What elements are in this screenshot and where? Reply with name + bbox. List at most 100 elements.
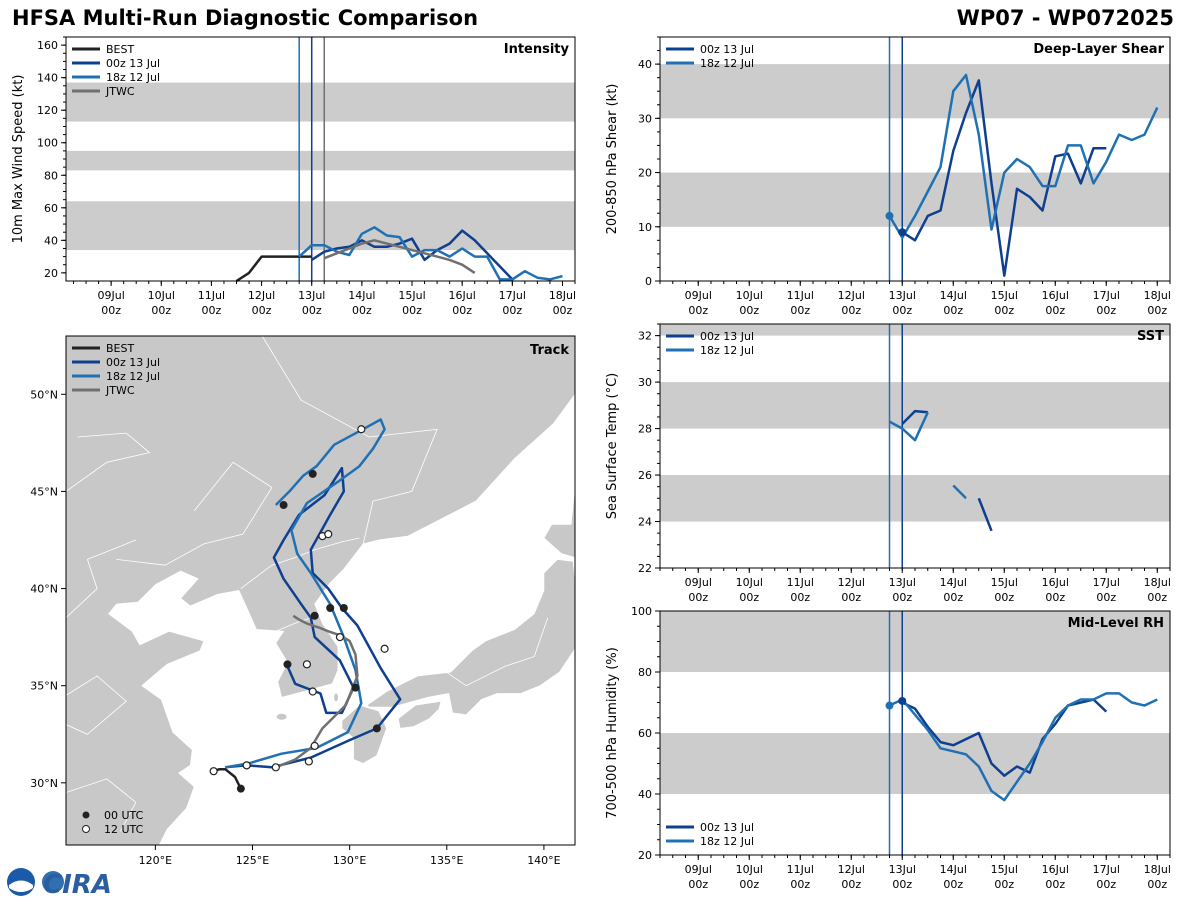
x-tick-label: 00z (943, 878, 963, 891)
series-line-00z-13-Jul (977, 497, 993, 532)
x-tick-label: 00z (790, 304, 810, 317)
x-tick-label: 00z (739, 304, 759, 317)
lon-tick-label: 140°E (527, 854, 560, 867)
x-tick-label: 00z (841, 878, 861, 891)
panel-title: SST (1137, 329, 1164, 344)
y-tick-label: 80 (44, 169, 58, 182)
y-tick-label: 100 (631, 605, 652, 618)
x-tick-label: 00z (739, 591, 759, 604)
x-tick-label: 15Jul (398, 289, 425, 302)
globe-icon (42, 871, 64, 893)
point-12utc (209, 767, 218, 776)
series-line-JTWC (323, 239, 476, 274)
y-tick-label: 26 (638, 469, 652, 482)
x-tick-label: 12Jul (838, 289, 865, 302)
x-tick-label: 11Jul (787, 576, 814, 589)
x-tick-label: 00z (943, 304, 963, 317)
point-00utc (279, 501, 288, 510)
y-tick-label: 0 (645, 275, 652, 288)
admin-border (66, 778, 137, 832)
y-axis-label: 10m Max Wind Speed (kt) (11, 75, 26, 244)
x-tick-label: 00z (994, 878, 1014, 891)
legend-label: 18z 12 Jul (700, 835, 754, 848)
admin-border (116, 461, 273, 566)
point-12utc (335, 633, 345, 642)
x-tick-label: 00z (1045, 878, 1065, 891)
x-tick-label: 00z (739, 878, 759, 891)
point-00utc (326, 603, 335, 612)
land-tsushima (334, 693, 339, 702)
y-tick-label: 80 (638, 666, 652, 679)
land-honshu (366, 558, 575, 716)
lon-tick-label: 130°E (333, 854, 366, 867)
point-12utc (310, 741, 319, 751)
x-tick-label: 09Jul (97, 289, 124, 302)
x-tick-label: 10Jul (736, 863, 763, 876)
x-tick-label: 09Jul (685, 289, 712, 302)
legend-label: 00z 13 Jul (700, 821, 754, 834)
cira-logo-text: CIRA (43, 870, 112, 898)
lon-tick-label: 125°E (236, 854, 269, 867)
lat-tick-label: 30°N (30, 777, 58, 790)
point-12utc (302, 660, 312, 669)
admin-border (66, 432, 151, 492)
marker-legend-label: 00 UTC (104, 809, 144, 822)
x-tick-label: 00z (688, 878, 708, 891)
y-tick-label: 160 (37, 39, 58, 52)
legend-label: 18z 12 Jul (700, 344, 754, 357)
point-12utc (357, 425, 366, 434)
series-line-00z-13-Jul (901, 409, 928, 425)
track-line-18z-12-Jul (225, 418, 386, 769)
panel-track: 120°E 125°E 130°E 135°E 140°E 30°N 35°N 40°N 45°… (30, 335, 576, 867)
x-tick-label: 18Jul (1144, 576, 1171, 589)
threshold-band (660, 64, 1170, 119)
x-tick-label: 00z (790, 878, 810, 891)
point-12utc (380, 644, 389, 653)
land-hokkaido (543, 485, 575, 558)
x-tick-label: 12Jul (838, 863, 865, 876)
panel-rh: 09Jul 00z 10Jul 00z 11Jul 00z 12Jul 00z 13Jul 00z… (605, 605, 1171, 891)
legend-label: 18z 12 Jul (106, 370, 160, 383)
x-tick-label: 14Jul (940, 863, 967, 876)
legend-label: BEST (106, 342, 134, 355)
x-tick-label: 00z (892, 878, 912, 891)
x-tick-label: 14Jul (348, 289, 375, 302)
admin-border (261, 336, 438, 544)
panel-title: Deep-Layer Shear (1033, 42, 1164, 57)
threshold-band (660, 733, 1170, 794)
x-tick-label: 00z (994, 591, 1014, 604)
x-tick-label: 00z (1147, 304, 1167, 317)
map-layer (66, 336, 575, 845)
land-sakhalin (574, 336, 575, 476)
point-12utc (308, 687, 317, 696)
y-axis-label: 700-500 hPa Humidity (%) (605, 647, 620, 819)
y-tick-label: 120 (37, 104, 58, 117)
marker-legend-00utc (82, 811, 90, 819)
init-point (885, 211, 894, 220)
y-axis-label: Sea Surface Temp (°C) (605, 373, 620, 520)
x-tick-label: 16Jul (449, 289, 476, 302)
x-tick-label: 13Jul (889, 576, 916, 589)
legend-label: 00z 13 Jul (106, 356, 160, 369)
x-tick-label: 00z (1147, 878, 1167, 891)
point-00utc (308, 469, 317, 478)
point-00utc (236, 784, 245, 793)
panel-title: Intensity (504, 42, 570, 57)
x-tick-label: 00z (790, 591, 810, 604)
series-line-BEST (235, 255, 312, 283)
y-tick-label: 140 (37, 72, 58, 85)
x-tick-label: 13Jul (298, 289, 325, 302)
x-tick-label: 00z (402, 304, 422, 317)
y-tick-label: 22 (638, 562, 652, 575)
x-tick-label: 12Jul (838, 576, 865, 589)
lat-tick-label: 40°N (30, 583, 58, 596)
x-tick-label: 11Jul (787, 289, 814, 302)
x-tick-label: 00z (1096, 591, 1116, 604)
x-tick-label: 10Jul (736, 576, 763, 589)
plot-frame (65, 335, 576, 846)
x-tick-label: 16Jul (1042, 289, 1069, 302)
x-tick-label: 00z (688, 304, 708, 317)
y-tick-label: 24 (638, 516, 652, 529)
x-tick-label: 17Jul (499, 289, 526, 302)
